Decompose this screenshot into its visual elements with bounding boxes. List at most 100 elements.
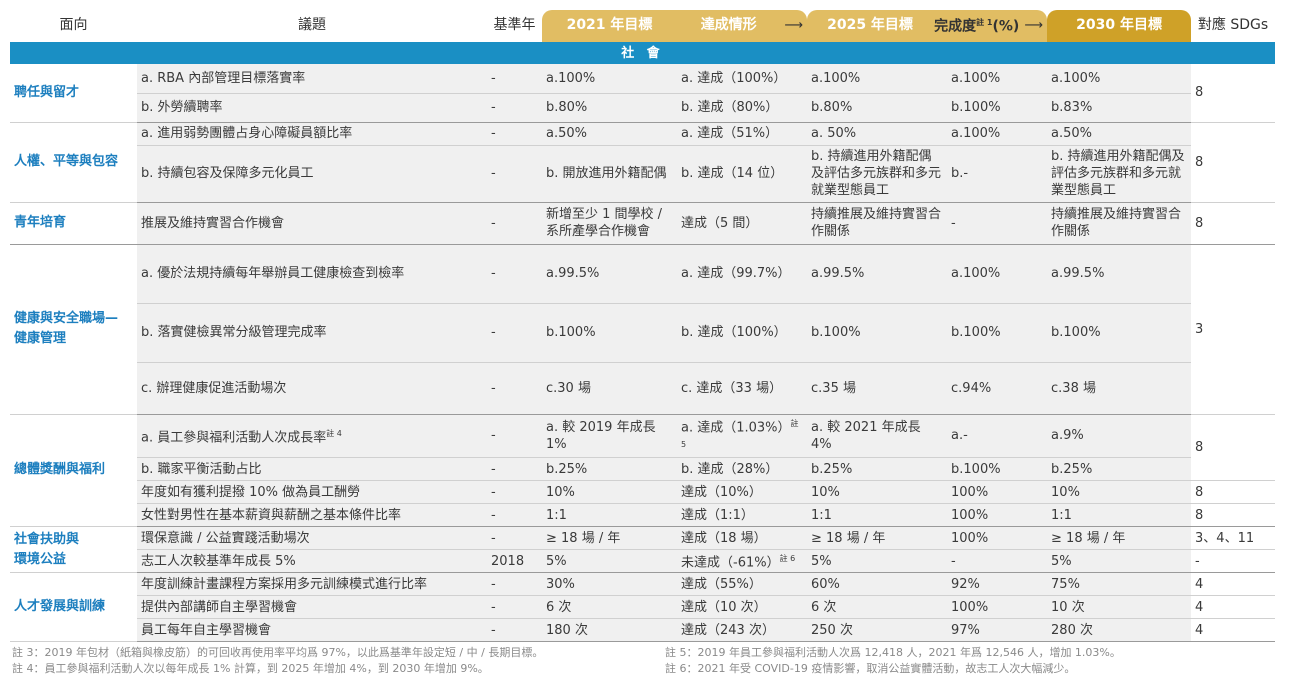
issue-cell: 女性對男性在基本薪資與薪酬之基本條件比率: [137, 503, 487, 527]
target-2030-cell: 1:1: [1047, 503, 1192, 527]
header-2030-pill: 2030 年目標: [1047, 8, 1192, 42]
base-year-cell: -: [487, 145, 542, 202]
status-cell: a. 達成（1.03%）註 5: [677, 413, 808, 459]
base-year-cell: -: [487, 457, 542, 482]
status-footnote: 註 5: [681, 418, 799, 449]
status-cell: b. 達成（14 位）: [677, 145, 808, 202]
header-2021-pill: 2021 年目標 達成情形 ⟶: [542, 8, 808, 42]
sdg-cell: 4: [1191, 595, 1276, 620]
footnote-6: 註 6：2021 年受 COVID-19 疫情影響，取消公益實體活動，故志工人次…: [665, 662, 1076, 675]
issue-cell: 推展及維持實習合作機會: [137, 201, 487, 244]
completion-cell: c.94%: [947, 362, 1048, 414]
category-youth: 青年培育: [10, 201, 137, 244]
issue-cell: a. 員工參與福利活動人次成長率註 4: [137, 413, 487, 459]
target-2021-cell: 1:1: [542, 503, 677, 527]
base-year-cell: -: [487, 93, 542, 122]
issue-cell: 年度如有獲利提撥 10% 做為員工酬勞: [137, 480, 487, 505]
target-2025-cell: 60%: [807, 572, 948, 597]
target-2025-cell: a. 較 2021 年成長 4%: [807, 413, 948, 459]
base-year-cell: -: [487, 303, 542, 363]
target-2030-cell: a.9%: [1047, 413, 1192, 459]
target-2025-cell: 5%: [807, 549, 948, 573]
category-social-line2: 環境公益: [14, 551, 67, 567]
status-cell: a. 達成（51%）: [677, 121, 808, 146]
category-social: 社會扶助與 環境公益: [10, 526, 137, 574]
table-row: 青年培育 推展及維持實習合作機會 - 新增至少 1 間學校 / 系所產學合作機會…: [10, 201, 1276, 244]
target-2021-cell: b.25%: [542, 457, 677, 482]
header-completion-note: 註 1: [976, 18, 993, 28]
issue-text: a. 員工參與福利活動人次成長率: [141, 430, 327, 446]
table-row: b. 職家平衡活動占比 - b.25% b. 達成（28%） b.25% b.1…: [10, 457, 1275, 482]
arrow-right-icon: ⟶: [784, 17, 804, 33]
header-2021-target: 2021 年目標: [566, 16, 653, 33]
target-2025-cell: b.25%: [807, 457, 948, 482]
header-2025-target: 2025 年目標: [827, 16, 913, 33]
header-status: 達成情形: [700, 16, 757, 33]
header-base-year: 基準年: [493, 16, 536, 33]
target-2021-cell: b. 開放進用外籍配偶: [542, 145, 677, 202]
target-2025-cell: b.100%: [807, 303, 948, 363]
target-2030-cell: b. 持續進用外籍配偶及評估多元族群和多元就業型態員工: [1047, 145, 1192, 202]
table-row: 年度如有獲利提撥 10% 做為員工酬勞 - 10% 達成（10%） 10% 10…: [10, 480, 1276, 505]
issue-cell: c. 辦理健康促進活動場次: [137, 362, 487, 414]
header-issue: 議題: [298, 16, 326, 33]
base-year-cell: -: [487, 572, 542, 597]
target-2021-cell: c.30 場: [542, 362, 677, 414]
table-row: 健康與安全職場— 健康管理 a. 優於法規持續每年舉辦員工健康檢查到檢率 - a.…: [10, 243, 1276, 415]
status-cell: 達成（1:1）: [677, 503, 808, 527]
sdg-cell: 8: [1191, 64, 1276, 123]
section-title: 社 會: [10, 42, 1276, 64]
table-row: 提供內部講師自主學習機會 - 6 次 達成（10 次） 6 次 100% 10 …: [10, 595, 1276, 620]
sdg-cell: 3: [1191, 243, 1276, 415]
status-cell: a. 達成（100%）: [677, 64, 808, 94]
target-2021-cell: 10%: [542, 480, 677, 505]
base-year-cell: -: [487, 618, 542, 642]
target-2030-cell: a.50%: [1047, 121, 1192, 146]
table-row: 聘任與留才 a. RBA 內部管理目標落實率 - a.100% a. 達成（10…: [10, 64, 1276, 123]
completion-cell: b.-: [947, 145, 1048, 202]
target-2030-cell: b.83%: [1047, 93, 1192, 122]
target-2025-cell: 10%: [807, 480, 948, 505]
issue-cell: a. RBA 內部管理目標落實率: [137, 64, 487, 94]
issue-cell: 年度訓練計畫課程方案採用多元訓練模式進行比率: [137, 572, 487, 597]
target-2025-cell: b.80%: [807, 93, 948, 122]
completion-cell: a.100%: [947, 243, 1048, 304]
header-2025-pill: 2025 年目標 完成度註 1(%) ⟶: [807, 8, 1048, 42]
category-health-line1: 健康與安全職場—: [14, 311, 119, 326]
target-2025-cell: 6 次: [807, 595, 948, 620]
sdg-cell: 8: [1191, 413, 1276, 482]
table-row: b. 落實健檢異常分級管理完成率 - b.100% b. 達成（100%） b.…: [10, 303, 1275, 363]
target-2030-cell: 75%: [1047, 572, 1192, 597]
completion-cell: a.100%: [947, 64, 1048, 94]
target-2021-cell: 30%: [542, 572, 677, 597]
status-cell: b. 達成（80%）: [677, 93, 808, 122]
table-row: b. 外勞續聘率 - b.80% b. 達成（80%） b.80% b.100%…: [10, 93, 1275, 122]
base-year-cell: -: [487, 362, 542, 414]
sdg-cell: 4: [1195, 622, 1204, 638]
status-cell: 達成（10 次）: [677, 595, 808, 620]
table-row: 人才發展與訓練 年度訓練計畫課程方案採用多元訓練模式進行比率 - 30% 達成（…: [10, 572, 1276, 643]
target-2025-cell: 持續推展及維持實習合作關係: [807, 201, 948, 244]
sdg-cell: 8: [1191, 480, 1276, 505]
base-year-cell: 2018: [487, 549, 542, 573]
category-rewards: 總體獎酬與福利: [10, 413, 137, 528]
table-row: 人權、平等與包容 a. 進用弱勢團體占身心障礙員額比率 - a.50% a. 達…: [10, 121, 1276, 203]
table-row: 總體獎酬與福利 a. 員工參與福利活動人次成長率註 4 - a. 較 2019 …: [10, 413, 1276, 528]
base-year-cell: -: [487, 64, 542, 94]
sdg-cell: 4: [1191, 572, 1276, 597]
target-2025-cell: 250 次: [807, 618, 948, 642]
status-text: a. 達成（1.03%）: [681, 419, 791, 435]
category-hiring: 聘任與留才: [10, 64, 137, 123]
category-health-line2: 健康管理: [14, 331, 67, 346]
footnotes-left: 註 3：2019 年包材（紙箱與橡皮筋）的可回收再使用率平均爲 97%，以此爲基…: [12, 645, 543, 677]
base-year-cell: -: [487, 526, 542, 551]
target-2025-cell: ≥ 18 場 / 年: [807, 526, 948, 551]
completion-cell: a.100%: [947, 121, 1048, 146]
base-year-cell: -: [487, 503, 542, 527]
sdg-cell: 8: [1191, 201, 1276, 244]
completion-cell: a.-: [947, 413, 1048, 459]
completion-cell: 92%: [947, 572, 1048, 597]
status-footnote: 註 6: [779, 554, 796, 564]
base-year-cell: -: [487, 121, 542, 146]
base-year-cell: -: [487, 201, 542, 244]
